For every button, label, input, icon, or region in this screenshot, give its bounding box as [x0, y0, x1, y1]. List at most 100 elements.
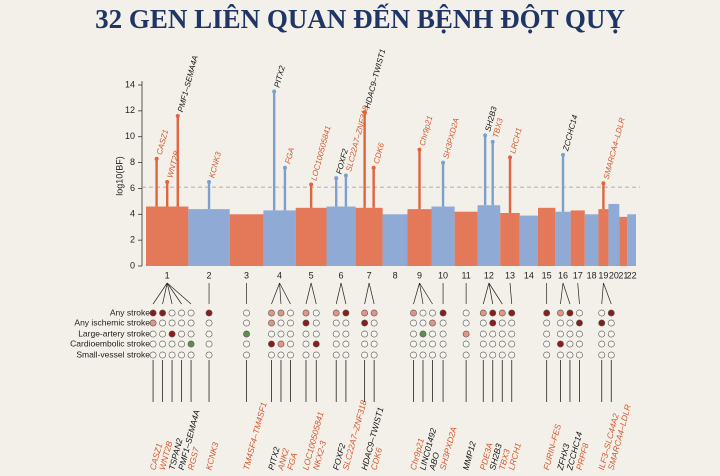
association-dot	[187, 330, 195, 338]
chromosome-background	[584, 214, 599, 266]
association-dot	[543, 309, 551, 317]
peak-point	[175, 114, 180, 119]
association-dot	[557, 340, 564, 348]
association-dot	[498, 351, 506, 359]
peak-label: LRCH1	[508, 127, 523, 155]
association-dot	[429, 330, 436, 338]
association-dot	[342, 309, 350, 317]
connector	[577, 282, 580, 305]
association-dot	[205, 309, 213, 317]
association-dot	[429, 351, 436, 359]
association-dot	[479, 351, 487, 359]
association-dot	[361, 330, 369, 338]
chromosome-label: 19	[598, 270, 608, 280]
chromosome-label: 2	[207, 270, 212, 280]
chromosome-background	[382, 214, 408, 266]
association-dot	[489, 309, 497, 317]
connector	[419, 282, 424, 305]
association-dot	[168, 351, 176, 359]
association-dot	[498, 330, 506, 338]
association-dot	[598, 309, 606, 317]
connector	[482, 282, 490, 305]
peak-point	[343, 173, 348, 178]
association-dot	[268, 309, 275, 317]
peak-point	[561, 152, 566, 157]
association-dot	[312, 351, 320, 359]
association-dot	[462, 351, 470, 359]
association-dot	[410, 309, 417, 317]
association-dot	[149, 319, 157, 327]
connector	[562, 282, 571, 305]
association-dot	[429, 340, 436, 348]
association-dot	[159, 351, 166, 359]
peak-point	[282, 165, 287, 170]
association-dot	[419, 309, 427, 317]
association-dot	[361, 351, 369, 359]
association-dot	[168, 309, 176, 317]
connector	[488, 282, 503, 305]
association-dot	[462, 330, 470, 338]
peak-label: SMARCA4–LDLR	[602, 116, 627, 180]
association-dot	[479, 309, 487, 317]
chromosome-label: 16	[558, 270, 568, 280]
association-dot	[149, 309, 157, 317]
phenotype-label: Large-artery stroke	[78, 328, 150, 338]
y-tick-label: 8	[130, 157, 135, 167]
chromosome-label: 15	[542, 270, 552, 280]
phenotype-label: Any stroke	[110, 307, 150, 317]
association-dot	[370, 351, 378, 359]
association-dot	[557, 330, 564, 338]
association-dot	[342, 351, 350, 359]
peak-label: FGA	[283, 147, 296, 165]
association-dot	[607, 351, 615, 359]
peak-point	[154, 156, 159, 161]
chromosome-label: 8	[393, 270, 398, 280]
y-tick-label: 10	[125, 131, 135, 141]
association-dot	[243, 340, 250, 348]
peak-point	[508, 155, 513, 160]
peak-point	[490, 139, 495, 144]
association-dot	[598, 330, 606, 338]
association-dot	[607, 330, 615, 338]
association-dot	[187, 309, 195, 317]
association-dot	[479, 319, 487, 327]
association-dot	[410, 319, 417, 327]
peak-point	[165, 179, 170, 184]
association-dot	[419, 330, 427, 338]
association-dot	[543, 351, 551, 359]
association-dot	[287, 340, 294, 348]
association-dot	[598, 351, 606, 359]
association-dot	[332, 309, 340, 317]
association-dot	[312, 319, 320, 327]
association-dot	[159, 319, 166, 327]
peak-label: CDK6	[372, 141, 386, 164]
connector	[162, 282, 168, 305]
association-dot	[429, 309, 436, 317]
chromosome-label: 9	[417, 270, 422, 280]
association-dot	[419, 319, 427, 327]
association-dot	[489, 330, 497, 338]
connector	[335, 282, 342, 305]
association-dot	[557, 351, 564, 359]
chromosome-label: 5	[309, 270, 314, 280]
peak-point	[483, 133, 488, 138]
association-dot	[302, 340, 310, 348]
association-dot	[462, 319, 470, 327]
peak-point	[309, 182, 314, 187]
y-tick-label: 14	[125, 79, 135, 89]
association-dot	[566, 351, 574, 359]
chromosome-label: 14	[524, 270, 534, 280]
chromosome-background	[454, 211, 478, 266]
association-dot	[342, 319, 350, 327]
gene-label: ABO	[427, 451, 442, 472]
association-dot	[498, 319, 506, 327]
association-dot	[178, 340, 185, 348]
association-dot	[419, 340, 427, 348]
association-dot	[205, 319, 213, 327]
association-dot	[479, 330, 487, 338]
association-dot	[439, 330, 447, 338]
association-dot	[370, 309, 378, 317]
chromosome-label: 3	[244, 270, 249, 280]
association-dot	[178, 330, 185, 338]
